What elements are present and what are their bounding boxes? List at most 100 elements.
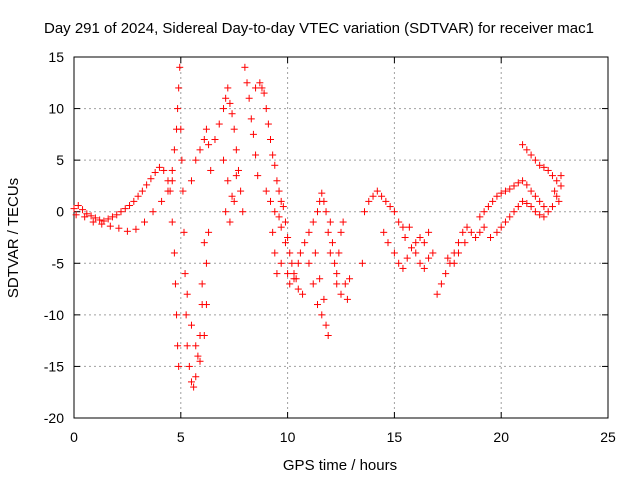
data-point xyxy=(480,208,488,216)
data-point xyxy=(444,254,452,262)
data-point xyxy=(228,192,236,200)
data-point xyxy=(104,215,112,223)
data-point xyxy=(230,125,238,133)
data-point xyxy=(380,228,388,236)
data-point xyxy=(450,259,458,267)
data-point xyxy=(305,228,313,236)
data-point xyxy=(72,211,80,219)
data-point xyxy=(497,189,505,197)
data-point xyxy=(271,161,279,169)
data-point xyxy=(296,249,304,257)
data-point xyxy=(226,99,234,107)
data-point xyxy=(249,130,257,138)
data-point xyxy=(339,218,347,226)
data-point xyxy=(140,218,148,226)
data-point xyxy=(299,290,307,298)
data-point xyxy=(175,84,183,92)
data-point xyxy=(174,105,182,113)
y-axis-label: SDTVAR / TECUs xyxy=(5,178,22,298)
x-tick-label: 15 xyxy=(387,429,403,445)
data-point xyxy=(168,177,176,185)
data-point xyxy=(166,187,174,195)
data-point xyxy=(461,239,469,247)
data-point xyxy=(175,362,183,370)
data-point xyxy=(454,239,462,247)
data-point xyxy=(382,197,390,205)
data-point xyxy=(341,280,349,288)
data-point xyxy=(192,342,200,350)
data-point xyxy=(239,208,247,216)
data-point xyxy=(324,228,332,236)
data-point xyxy=(343,295,351,303)
data-point xyxy=(183,342,191,350)
data-point xyxy=(202,259,210,267)
data-point xyxy=(286,249,294,257)
data-point xyxy=(98,220,106,228)
data-point xyxy=(536,161,544,169)
data-point xyxy=(279,203,287,211)
data-point xyxy=(420,264,428,272)
data-point xyxy=(544,166,552,174)
data-point xyxy=(273,270,281,278)
data-point xyxy=(234,166,242,174)
data-point xyxy=(198,280,206,288)
data-point xyxy=(226,218,234,226)
data-point xyxy=(433,290,441,298)
data-point xyxy=(544,208,552,216)
data-point xyxy=(147,175,155,183)
data-point xyxy=(256,79,264,87)
data-point xyxy=(405,223,413,231)
data-point xyxy=(87,212,95,220)
data-point xyxy=(501,218,509,226)
data-point xyxy=(523,181,531,189)
data-point xyxy=(472,234,480,241)
grid xyxy=(74,57,608,418)
data-point xyxy=(228,110,236,118)
data-point xyxy=(130,197,138,205)
y-tick-label: 0 xyxy=(56,204,64,220)
data-point xyxy=(237,187,245,195)
data-point xyxy=(74,202,82,210)
chart-title: Day 291 of 2024, Sidereal Day-to-day VTE… xyxy=(44,20,594,37)
data-point xyxy=(429,249,437,257)
data-point xyxy=(187,378,195,386)
data-point xyxy=(232,172,240,180)
data-point xyxy=(271,208,279,216)
data-point xyxy=(134,192,142,200)
data-point xyxy=(487,234,495,241)
data-point xyxy=(252,84,260,92)
data-point xyxy=(241,63,249,71)
data-point xyxy=(232,146,240,154)
data-point xyxy=(158,197,166,205)
data-point xyxy=(497,223,505,231)
data-point xyxy=(271,249,279,257)
data-point xyxy=(401,234,409,241)
data-point xyxy=(258,84,266,92)
data-point xyxy=(527,203,535,211)
data-point xyxy=(519,197,527,205)
data-point xyxy=(412,249,420,257)
data-point xyxy=(501,187,509,195)
data-point xyxy=(294,259,302,267)
data-point xyxy=(540,163,548,171)
data-point xyxy=(365,197,373,205)
data-point xyxy=(89,218,97,226)
data-point xyxy=(425,254,433,262)
data-point xyxy=(420,239,428,247)
data-point xyxy=(286,280,294,288)
data-point xyxy=(324,331,332,339)
data-point xyxy=(138,187,146,195)
data-point xyxy=(220,156,228,164)
data-point xyxy=(314,301,322,309)
data-point xyxy=(168,166,176,174)
data-point xyxy=(309,280,317,288)
data-point xyxy=(281,218,289,226)
data-point xyxy=(200,136,208,144)
data-point xyxy=(171,280,179,288)
y-tick-label: -5 xyxy=(52,255,65,271)
data-point xyxy=(320,295,328,303)
data-point xyxy=(170,249,178,257)
data-point xyxy=(160,166,168,174)
data-point xyxy=(205,141,213,149)
